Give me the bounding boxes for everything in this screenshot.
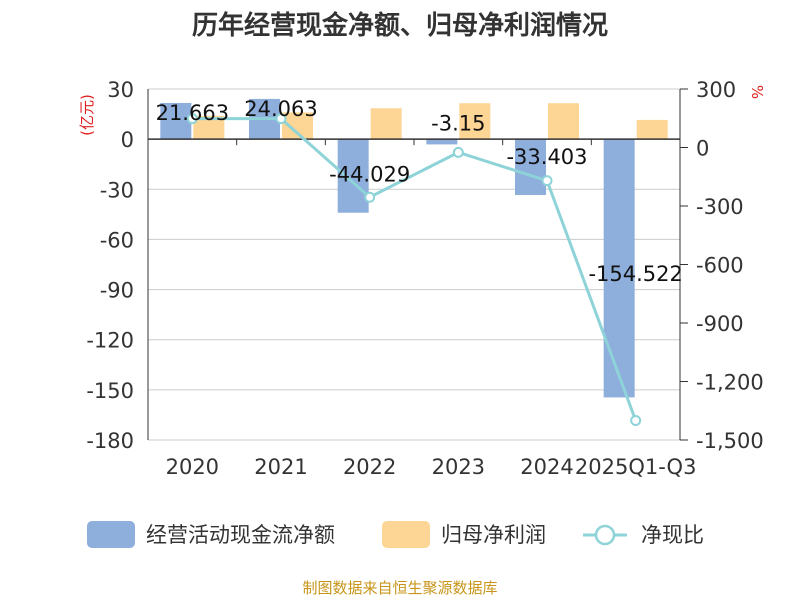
y-axis-right-ticks: 300 0 -300 -600 -900 -1,200 -1,500 (680, 78, 764, 453)
bar-net-profit-2023 (459, 103, 491, 140)
ratio-point-2025Q1-Q3 (630, 415, 642, 426)
x-tick-label: 2021 (254, 455, 307, 479)
y-tick-right-label: -600 (696, 254, 744, 278)
legend-swatch-net-profit (382, 521, 430, 548)
source-text: 制图数据来自恒生聚源数据库 (302, 579, 497, 597)
ratio-point-2020 (186, 113, 198, 125)
y-tick-left-label: -120 (86, 329, 134, 353)
bar-cash-flow-2022 (337, 139, 369, 213)
legend-label-net-profit: 归母净利润 (441, 523, 546, 547)
data-label-cash-flow: -44.029 (329, 163, 410, 187)
y-tick-right-label: -300 (696, 195, 744, 219)
x-tick-label: 2020 (166, 455, 219, 479)
legend-item-net-profit[interactable]: 归母净利润 (382, 521, 546, 548)
legend: 经营活动现金流净额 归母净利润 净现比 (87, 521, 704, 548)
x-axis-ticks: 2020 2021 2022 2023 2024 2025Q1-Q3 (147, 139, 697, 479)
x-tick-label: 2025Q1-Q3 (575, 455, 697, 479)
ratio-point-2021 (275, 113, 287, 125)
legend-marker-ratio (594, 524, 616, 546)
y-tick-right-label: -1,500 (696, 429, 764, 453)
y-tick-left-label: 30 (107, 78, 134, 102)
bar-net-profit-2022 (370, 108, 402, 140)
y-tick-right-label: -900 (696, 312, 744, 336)
y-tick-right-label: -1,200 (696, 371, 764, 395)
y-tick-left-label: -90 (100, 279, 134, 303)
ratio-line (186, 113, 642, 426)
x-tick-label: 2022 (343, 455, 396, 479)
data-label-cash-flow: 21.663 (156, 101, 229, 125)
y-tick-left-label: -180 (86, 429, 134, 453)
data-label-cash-flow: -3.15 (431, 111, 485, 135)
x-tick-label: 2023 (432, 455, 485, 479)
ratio-point-2024 (541, 175, 553, 187)
data-label-cash-flow: -154.522 (588, 262, 682, 286)
legend-label-cash-flow: 经营活动现金流净额 (146, 523, 335, 547)
ratio-line-path (192, 117, 638, 422)
y-tick-right-label: 0 (696, 137, 709, 161)
legend-item-ratio[interactable]: 净现比 (583, 523, 704, 547)
chart-title: 历年经营现金净额、归母净利润情况 (192, 10, 608, 41)
y-axis-left-ticks: 30 0 -30 -60 -90 -120 -150 -180 (86, 78, 134, 453)
legend-label-ratio: 净现比 (641, 523, 704, 547)
bar-net-profit-2020 (193, 115, 225, 140)
x-tick-label: 2024 (520, 455, 573, 479)
bar-cash-flow-2024 (515, 139, 546, 195)
bar-net-profit-2025Q1-Q3 (636, 119, 668, 140)
y-tick-left-label: -150 (86, 379, 134, 403)
y-tick-left-label: -60 (100, 228, 134, 252)
bar-cash-flow-2025Q1-Q3 (603, 139, 635, 398)
data-labels: 21.663 24.063 -44.029 -3.15 -33.403 -154.522 (156, 97, 683, 286)
bar-net-profit-2024 (548, 103, 579, 140)
ratio-point-2022 (364, 191, 376, 203)
legend-swatch-cash-flow (87, 521, 135, 548)
bar-cash-flow-2023 (426, 139, 458, 145)
y-tick-right-label: 300 (696, 78, 736, 102)
y-tick-left-label: -30 (100, 178, 134, 202)
bar-cash-flow-2020 (160, 102, 192, 140)
y-axis-left-label: (亿元) (78, 94, 96, 136)
data-label-cash-flow: -33.403 (506, 145, 587, 169)
data-label-cash-flow: 24.063 (244, 97, 317, 121)
y-tick-left-label: 0 (121, 128, 134, 152)
legend-item-cash-flow[interactable]: 经营活动现金流净额 (87, 521, 335, 548)
y-axis-right-label: % (748, 85, 766, 99)
ratio-point-2023 (452, 146, 464, 158)
